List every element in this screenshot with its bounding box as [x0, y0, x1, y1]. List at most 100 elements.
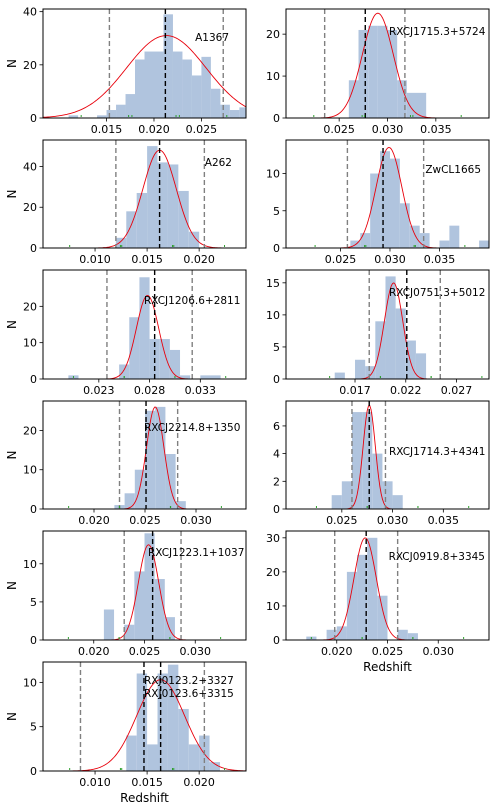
- y-tick-label: 0: [30, 634, 37, 647]
- histogram-bar: [147, 146, 158, 248]
- cluster-name-label: RXJ0123.2+3327 RXJ0123.6+3315: [144, 675, 234, 700]
- y-tick-label: 10: [23, 337, 37, 350]
- histogram-bar: [182, 59, 192, 118]
- axes-frame: [285, 269, 490, 380]
- histogram-bar: [201, 56, 211, 118]
- histogram-bar: [167, 664, 179, 771]
- cluster-name-label: ZwCL1665: [425, 164, 481, 176]
- histogram-panel: 0.023 0.028 0.033 0 10 20 N RXCJ1206.6+2811: [5, 269, 247, 397]
- axes-frame: [285, 400, 490, 510]
- plot-area: [43, 140, 246, 248]
- plot-area: [43, 531, 246, 640]
- histogram-bar: [126, 735, 137, 771]
- x-tick-label: 0.010: [79, 776, 111, 789]
- histogram-bar: [399, 203, 410, 248]
- plot-area: [286, 531, 489, 640]
- cluster-name-label: A262: [205, 157, 232, 169]
- histogram-bar: [397, 80, 407, 118]
- y-tick-label: 10: [23, 558, 37, 571]
- histogram-bar: [355, 359, 366, 379]
- histogram-bar: [397, 629, 408, 640]
- y-tick-label: 15: [266, 277, 280, 290]
- histogram-bar: [239, 107, 246, 118]
- y-tick-label: 2: [273, 475, 280, 488]
- histogram-bar: [97, 115, 107, 118]
- histogram-bar: [341, 481, 352, 509]
- y-tick-label: 10: [23, 464, 37, 477]
- cluster-name-label: RXCJ0751.3+5012: [389, 287, 485, 299]
- histogram-bar: [346, 571, 358, 640]
- histogram-bar: [405, 340, 416, 379]
- cluster-name-label: RXCJ0919.8+3345: [389, 551, 485, 563]
- x-tick-label: 0.023: [83, 384, 115, 397]
- histogram-bar: [124, 493, 135, 509]
- x-tick-label: 0.030: [180, 645, 212, 658]
- y-tick-label: 0: [30, 373, 37, 386]
- histogram-bar: [357, 554, 368, 640]
- plot-area: [286, 140, 489, 248]
- x-tick-label: 0.025: [129, 514, 161, 527]
- histogram-bar: [147, 744, 158, 771]
- y-tick-label: 10: [23, 676, 37, 689]
- histogram-bar: [178, 190, 189, 248]
- axes-frame: [42, 661, 247, 772]
- axes-frame: [285, 139, 490, 249]
- histogram-bar: [167, 164, 179, 248]
- histogram-bar: [125, 94, 136, 118]
- gaussian-fit-curve: [43, 544, 246, 640]
- cluster-name-label: RXCJ1714.3+4341: [389, 446, 485, 458]
- x-tick-label: 0.030: [374, 253, 406, 266]
- histogram-bar: [360, 233, 371, 248]
- y-tick-label: 40: [23, 160, 37, 173]
- x-axis-label: Redshift: [120, 791, 169, 805]
- histogram-bar: [367, 537, 378, 640]
- histogram-bar: [382, 481, 393, 509]
- x-tick-label: 0.025: [129, 645, 161, 658]
- histogram-bar: [375, 321, 386, 379]
- y-axis-label: N: [5, 190, 19, 199]
- histogram-panel: 0.025 0.030 0.035 0 10 20 RXCJ1715.3+5724: [266, 8, 490, 136]
- y-tick-label: 40: [23, 6, 37, 19]
- histogram-bar: [116, 104, 126, 118]
- x-tick-label: 0.035: [420, 123, 452, 136]
- histogram-bar: [172, 51, 183, 118]
- histogram-panel: 0.025 0.030 0.035 0 5 10 ZwCL1665: [266, 139, 490, 266]
- x-tick-label: 0.025: [372, 645, 404, 658]
- axes-frame: [42, 139, 247, 249]
- x-tick-label: 0.025: [325, 253, 357, 266]
- histogram-panel: 0.015 0.020 0.025 0 20 40 N A1367: [5, 6, 247, 136]
- histogram-bar: [406, 92, 417, 118]
- histogram-bar: [200, 375, 211, 379]
- y-tick-label: 0: [273, 242, 280, 255]
- axes-frame: [42, 8, 247, 119]
- gaussian-fit-curve: [286, 146, 489, 248]
- y-tick-label: 5: [30, 596, 37, 609]
- x-tick-label: 0.030: [372, 123, 404, 136]
- x-tick-label: 0.020: [321, 645, 353, 658]
- histogram-bar: [119, 364, 130, 379]
- x-tick-label: 0.035: [424, 253, 456, 266]
- histogram-bar: [416, 92, 427, 118]
- x-tick-label: 0.020: [138, 123, 170, 136]
- histogram-bar: [106, 110, 117, 118]
- histogram-panel: 0.020 0.025 0.030 0 5 10 N RXCJ1223.1+1037: [5, 530, 247, 658]
- cluster-name-label: RXCJ1206.6+2811: [144, 295, 240, 307]
- histogram-bar: [139, 277, 150, 379]
- y-tick-label: 0: [30, 503, 37, 516]
- x-tick-label: 0.020: [183, 253, 215, 266]
- y-tick-label: 10: [266, 600, 280, 613]
- y-axis-label: N: [5, 320, 19, 329]
- histogram-bar: [358, 29, 369, 118]
- gaussian-fit-curve: [43, 295, 246, 379]
- plot-area: [43, 662, 246, 771]
- x-tick-label: 0.020: [78, 645, 110, 658]
- y-tick-label: 20: [266, 28, 280, 41]
- histogram-bar: [351, 412, 363, 509]
- y-tick-label: 10: [266, 309, 280, 322]
- y-tick-label: 5: [30, 721, 37, 734]
- histogram-bar: [368, 25, 378, 118]
- y-axis-label: N: [5, 451, 19, 460]
- gaussian-fit-curve: [286, 282, 489, 379]
- histogram-panel: 0.020 0.025 0.030 0 10 20 30 Redshift RXCJ0919.8…: [266, 530, 490, 674]
